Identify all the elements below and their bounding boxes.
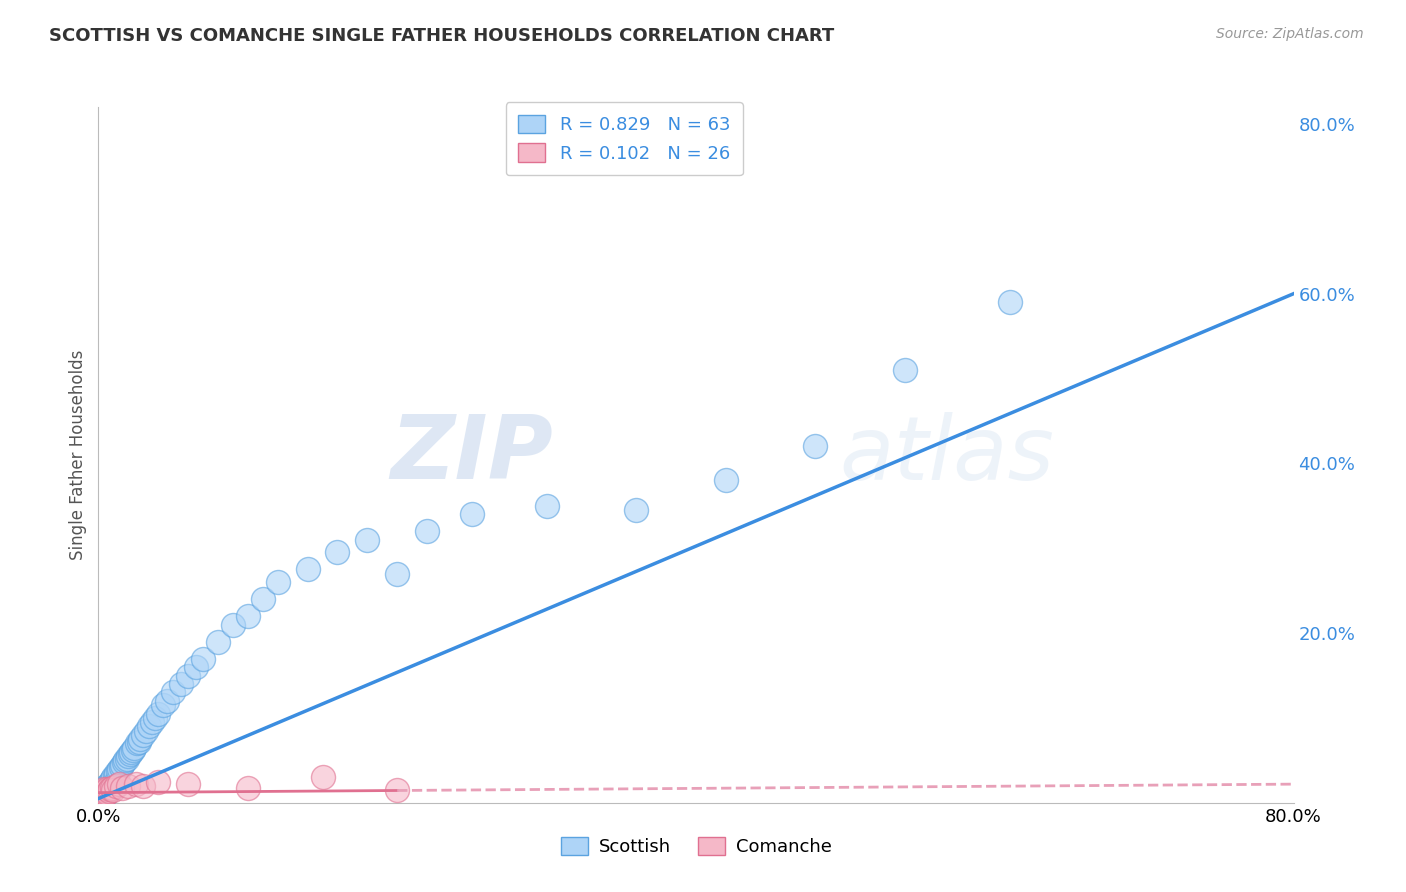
Point: [128, 735, 150, 749]
Point: [93, 782, 115, 797]
Text: SCOTTISH VS COMANCHE SINGLE FATHER HOUSEHOLDS CORRELATION CHART: SCOTTISH VS COMANCHE SINGLE FATHER HOUSE…: [49, 27, 834, 45]
Point: [162, 685, 184, 699]
Point: [94, 783, 117, 797]
Point: [98, 774, 122, 789]
Point: [804, 439, 827, 453]
Point: [98, 782, 122, 797]
Point: [385, 566, 409, 581]
Point: [91, 787, 114, 801]
Point: [626, 503, 648, 517]
Point: [156, 694, 179, 708]
Point: [111, 780, 134, 795]
Point: [191, 651, 214, 665]
Point: [148, 774, 170, 789]
Point: [998, 295, 1021, 310]
Point: [112, 755, 135, 769]
Point: [105, 774, 128, 789]
Point: [89, 789, 111, 803]
Point: [94, 787, 117, 801]
Point: [326, 545, 349, 559]
Point: [93, 787, 115, 801]
Point: [536, 499, 558, 513]
Point: [111, 757, 134, 772]
Point: [103, 783, 125, 797]
Point: [252, 592, 274, 607]
Point: [236, 780, 259, 795]
Point: [416, 524, 439, 539]
Point: [96, 786, 118, 800]
Point: [714, 474, 737, 488]
Point: [356, 533, 378, 547]
Text: Source: ZipAtlas.com: Source: ZipAtlas.com: [1216, 27, 1364, 41]
Point: [236, 609, 259, 624]
Point: [177, 668, 200, 682]
Point: [107, 764, 129, 778]
Point: [105, 779, 128, 793]
Point: [110, 760, 132, 774]
Point: [169, 677, 191, 691]
Point: [267, 575, 290, 590]
Point: [184, 660, 207, 674]
Point: [117, 779, 139, 793]
Point: [91, 784, 114, 798]
Point: [101, 772, 124, 786]
Point: [103, 777, 125, 791]
Point: [121, 743, 143, 757]
Point: [461, 508, 484, 522]
Text: ZIP: ZIP: [389, 411, 553, 499]
Point: [104, 769, 127, 783]
Point: [222, 617, 245, 632]
Point: [141, 715, 163, 730]
Point: [96, 786, 118, 800]
Point: [114, 753, 136, 767]
Point: [177, 777, 200, 791]
Point: [311, 770, 333, 784]
Point: [105, 766, 128, 780]
Point: [297, 562, 319, 576]
Point: [120, 745, 142, 759]
Point: [132, 779, 155, 793]
Point: [101, 780, 124, 795]
Point: [94, 784, 117, 798]
Point: [115, 752, 138, 766]
Point: [129, 732, 152, 747]
Point: [117, 749, 139, 764]
Point: [103, 770, 125, 784]
Point: [94, 779, 117, 793]
Point: [90, 787, 112, 801]
Point: [124, 740, 146, 755]
Point: [118, 747, 141, 761]
Point: [91, 783, 114, 797]
Point: [96, 780, 118, 795]
Point: [152, 698, 174, 713]
Point: [90, 786, 112, 800]
Point: [97, 777, 120, 791]
Point: [108, 777, 131, 791]
Point: [97, 784, 120, 798]
Point: [135, 723, 157, 738]
Point: [148, 706, 170, 721]
Legend: Scottish, Comanche: Scottish, Comanche: [554, 830, 838, 863]
Point: [101, 779, 124, 793]
Y-axis label: Single Father Households: Single Father Households: [69, 350, 87, 560]
Point: [108, 762, 131, 776]
Point: [125, 777, 148, 791]
Point: [132, 728, 155, 742]
Point: [385, 783, 409, 797]
Point: [90, 787, 112, 801]
Text: atlas: atlas: [839, 412, 1054, 498]
Point: [138, 719, 160, 733]
Point: [97, 782, 120, 797]
Point: [894, 363, 917, 377]
Point: [127, 736, 149, 750]
Point: [98, 780, 122, 795]
Point: [96, 782, 118, 797]
Point: [93, 786, 115, 800]
Point: [207, 634, 229, 648]
Point: [143, 711, 166, 725]
